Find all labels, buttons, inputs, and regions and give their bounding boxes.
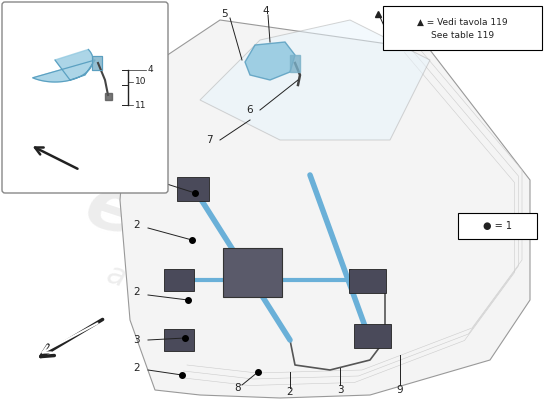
Polygon shape — [120, 20, 530, 398]
Text: 5: 5 — [222, 9, 228, 19]
Text: ▲ = Vedi tavola 119: ▲ = Vedi tavola 119 — [417, 18, 508, 26]
Text: 7: 7 — [206, 135, 213, 145]
Polygon shape — [32, 50, 95, 82]
Polygon shape — [105, 93, 112, 100]
Text: 2: 2 — [287, 387, 293, 397]
Text: See table 119: See table 119 — [431, 32, 494, 40]
FancyBboxPatch shape — [223, 248, 282, 297]
Text: 9: 9 — [397, 385, 403, 395]
Polygon shape — [200, 20, 430, 140]
Text: 4: 4 — [263, 6, 270, 16]
Text: europ: europ — [76, 170, 323, 310]
FancyBboxPatch shape — [354, 324, 391, 348]
FancyBboxPatch shape — [349, 269, 386, 293]
Text: 11: 11 — [135, 100, 146, 110]
FancyBboxPatch shape — [164, 269, 194, 291]
Text: 3: 3 — [337, 385, 343, 395]
FancyBboxPatch shape — [383, 6, 542, 50]
Text: 2: 2 — [133, 363, 140, 373]
Text: 10: 10 — [135, 78, 146, 86]
Polygon shape — [245, 42, 295, 80]
Text: 6: 6 — [246, 105, 253, 115]
Text: 2: 2 — [133, 220, 140, 230]
Text: 1985: 1985 — [247, 143, 353, 207]
FancyBboxPatch shape — [164, 329, 194, 351]
FancyBboxPatch shape — [458, 213, 537, 239]
Text: 3: 3 — [133, 335, 140, 345]
Text: ● = 1: ● = 1 — [483, 221, 512, 231]
Polygon shape — [92, 56, 102, 70]
Text: 4: 4 — [148, 66, 153, 74]
Text: a passion...: a passion... — [103, 259, 277, 341]
FancyBboxPatch shape — [2, 2, 168, 193]
Polygon shape — [290, 55, 300, 72]
Text: 8: 8 — [235, 383, 241, 393]
Text: 2: 2 — [133, 287, 140, 297]
FancyBboxPatch shape — [177, 177, 209, 201]
Text: 3: 3 — [134, 170, 141, 180]
